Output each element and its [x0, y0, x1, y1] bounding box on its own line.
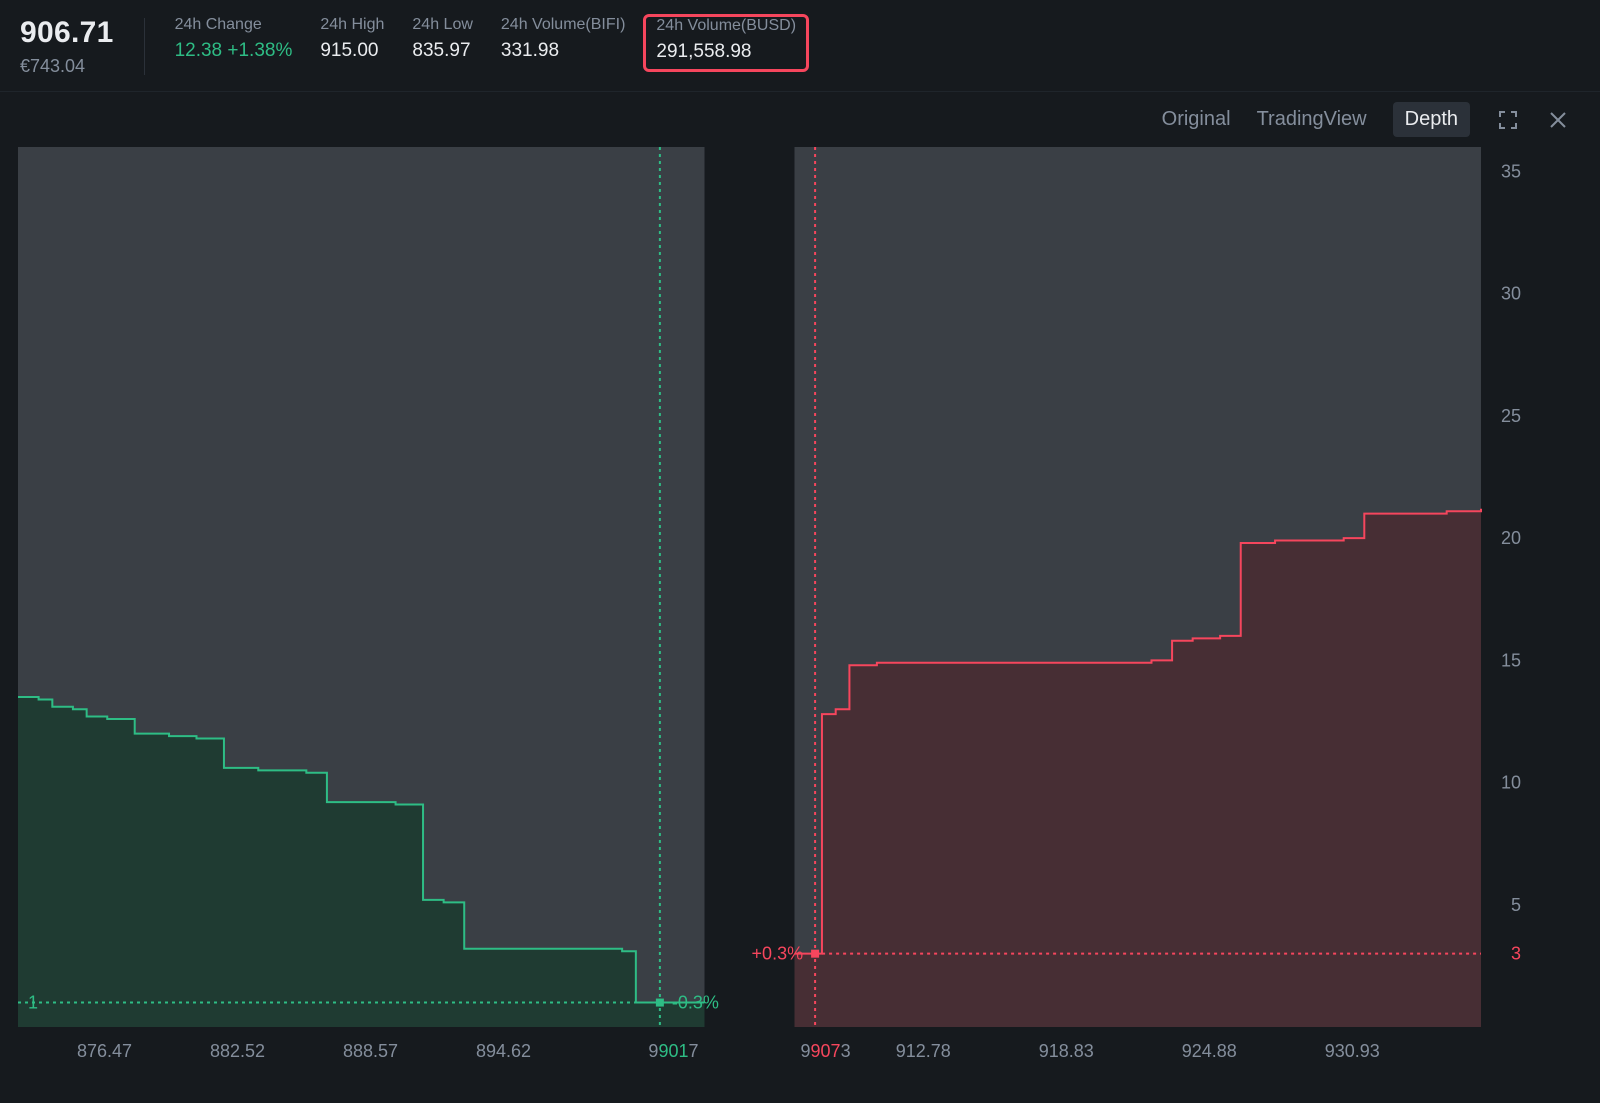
- last-price-fiat: €743.04: [20, 56, 114, 77]
- tab-tradingview[interactable]: TradingView: [1257, 108, 1367, 131]
- svg-text:25: 25: [1501, 406, 1521, 426]
- divider: [144, 18, 145, 75]
- depth-chart[interactable]: 35 30 25 20 15 10 5 -0.3% 1 +0.3% 3 876.47 882.52 888…: [18, 147, 1526, 1067]
- depth-chart-container: 35 30 25 20 15 10 5 -0.3% 1 +0.3% 3 876.47 882.52 888…: [18, 147, 1582, 1067]
- svg-text:99017: 99017: [648, 1041, 698, 1061]
- svg-text:1: 1: [28, 993, 38, 1013]
- stat-value: 291,558.98: [656, 41, 796, 63]
- market-stats: 906.71 €743.04 24h Change 12.38 +1.38% 2…: [0, 0, 1600, 91]
- svg-text:99073: 99073: [801, 1041, 851, 1061]
- svg-text:930.93: 930.93: [1325, 1041, 1380, 1061]
- stat-label: 24h Volume(BUSD): [656, 17, 796, 35]
- fullscreen-icon[interactable]: [1496, 108, 1520, 132]
- svg-text:876.47: 876.47: [77, 1041, 132, 1061]
- stat-24h-change: 24h Change 12.38 +1.38%: [175, 16, 293, 62]
- stat-label: 24h Low: [412, 16, 473, 34]
- svg-text:15: 15: [1501, 650, 1521, 670]
- svg-text:35: 35: [1501, 161, 1521, 181]
- svg-text:20: 20: [1501, 528, 1521, 548]
- svg-text:924.88: 924.88: [1182, 1041, 1237, 1061]
- svg-text:894.62: 894.62: [476, 1041, 531, 1061]
- svg-text:888.57: 888.57: [343, 1041, 398, 1061]
- stat-24h-vol-quote: 24h Volume(BUSD) 291,558.98: [643, 14, 809, 72]
- tab-depth[interactable]: Depth: [1393, 102, 1470, 137]
- svg-text:918.83: 918.83: [1039, 1041, 1094, 1061]
- stat-value: 915.00: [320, 40, 384, 62]
- chart-toolbar: Original TradingView Depth: [0, 91, 1600, 147]
- stat-label: 24h Volume(BIFI): [501, 16, 626, 34]
- stat-label: 24h Change: [175, 16, 293, 34]
- svg-text:5: 5: [1511, 895, 1521, 915]
- stat-24h-low: 24h Low 835.97: [412, 16, 473, 62]
- stat-value: 331.98: [501, 40, 626, 62]
- tab-original[interactable]: Original: [1162, 108, 1231, 131]
- svg-text:3: 3: [1511, 944, 1521, 964]
- stat-24h-vol-base: 24h Volume(BIFI) 331.98: [501, 16, 626, 62]
- stat-24h-high: 24h High 915.00: [320, 16, 384, 62]
- stat-label: 24h High: [320, 16, 384, 34]
- svg-text:-0.3%: -0.3%: [672, 993, 719, 1013]
- svg-text:+0.3%: +0.3%: [752, 944, 804, 964]
- last-price: 906.71: [20, 16, 114, 50]
- svg-text:882.52: 882.52: [210, 1041, 265, 1061]
- stat-value: 835.97: [412, 40, 473, 62]
- svg-text:10: 10: [1501, 773, 1521, 793]
- svg-text:30: 30: [1501, 284, 1521, 304]
- close-icon[interactable]: [1546, 108, 1570, 132]
- stat-value: 12.38 +1.38%: [175, 40, 293, 62]
- price-block: 906.71 €743.04: [20, 16, 114, 77]
- svg-text:912.78: 912.78: [896, 1041, 951, 1061]
